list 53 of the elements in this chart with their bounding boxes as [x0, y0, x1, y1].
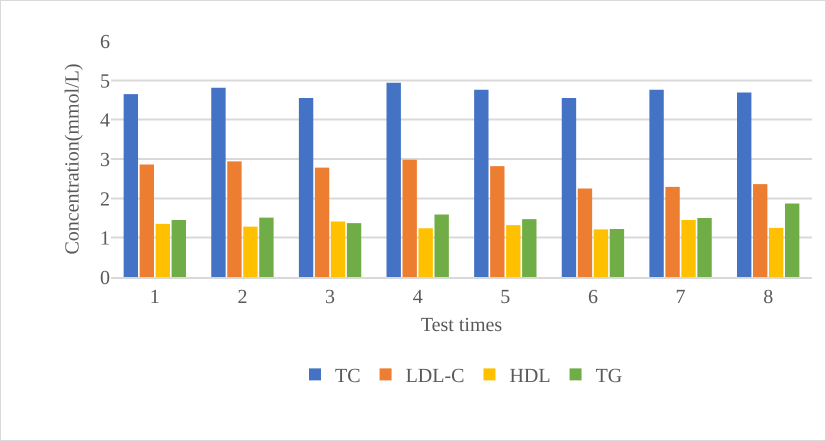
y-tick-label: 3 [100, 149, 110, 171]
x-tick-label: 6 [588, 286, 598, 308]
bar [172, 220, 186, 277]
y-tick-label: 1 [100, 228, 110, 250]
bar [784, 203, 800, 277]
y-tick-label: 6 [100, 31, 110, 53]
x-tick-label: 5 [500, 286, 510, 308]
x-tick-label: 2 [237, 286, 248, 308]
x-tick-label: 4 [412, 286, 423, 308]
bar [506, 225, 520, 277]
bar [594, 229, 608, 277]
y-tick-label: 5 [100, 70, 110, 92]
bar [737, 92, 752, 277]
bar [753, 184, 768, 277]
bar [649, 90, 664, 277]
x-tick-label: 1 [150, 286, 160, 308]
bar [610, 229, 624, 277]
bar [211, 88, 226, 277]
bar [665, 186, 680, 277]
y-tick-label: 4 [100, 110, 110, 132]
y-tick-label: 2 [100, 188, 110, 210]
bar [434, 214, 449, 277]
x-axis-title: Test times [420, 314, 502, 336]
legend-label: TG [596, 365, 622, 388]
y-tick-label: 0 [100, 267, 110, 289]
bar [402, 160, 417, 277]
bar [298, 98, 314, 277]
bar [697, 218, 712, 277]
bar [346, 223, 362, 277]
bar [474, 90, 489, 277]
bar [562, 98, 576, 277]
bar [243, 226, 258, 277]
bar [156, 224, 170, 277]
bar [490, 166, 505, 277]
bar [330, 222, 346, 277]
bar [522, 219, 536, 277]
bar [418, 228, 433, 277]
y-axis-title: Concentration(mmol/L) [62, 63, 84, 255]
bar [259, 218, 274, 277]
bar [386, 82, 401, 277]
bar [681, 220, 696, 277]
bar [314, 168, 330, 277]
legend-label: HDL [509, 365, 551, 388]
legend-label: LDL-C [406, 365, 464, 388]
bar [227, 161, 242, 277]
bar [578, 188, 592, 277]
legend-label: TC [335, 365, 361, 388]
bar [124, 94, 138, 277]
bar [140, 164, 154, 277]
x-tick-label: 8 [763, 286, 774, 308]
bar [768, 228, 784, 277]
x-tick-label: 7 [676, 286, 686, 308]
x-tick-label: 3 [325, 286, 336, 308]
